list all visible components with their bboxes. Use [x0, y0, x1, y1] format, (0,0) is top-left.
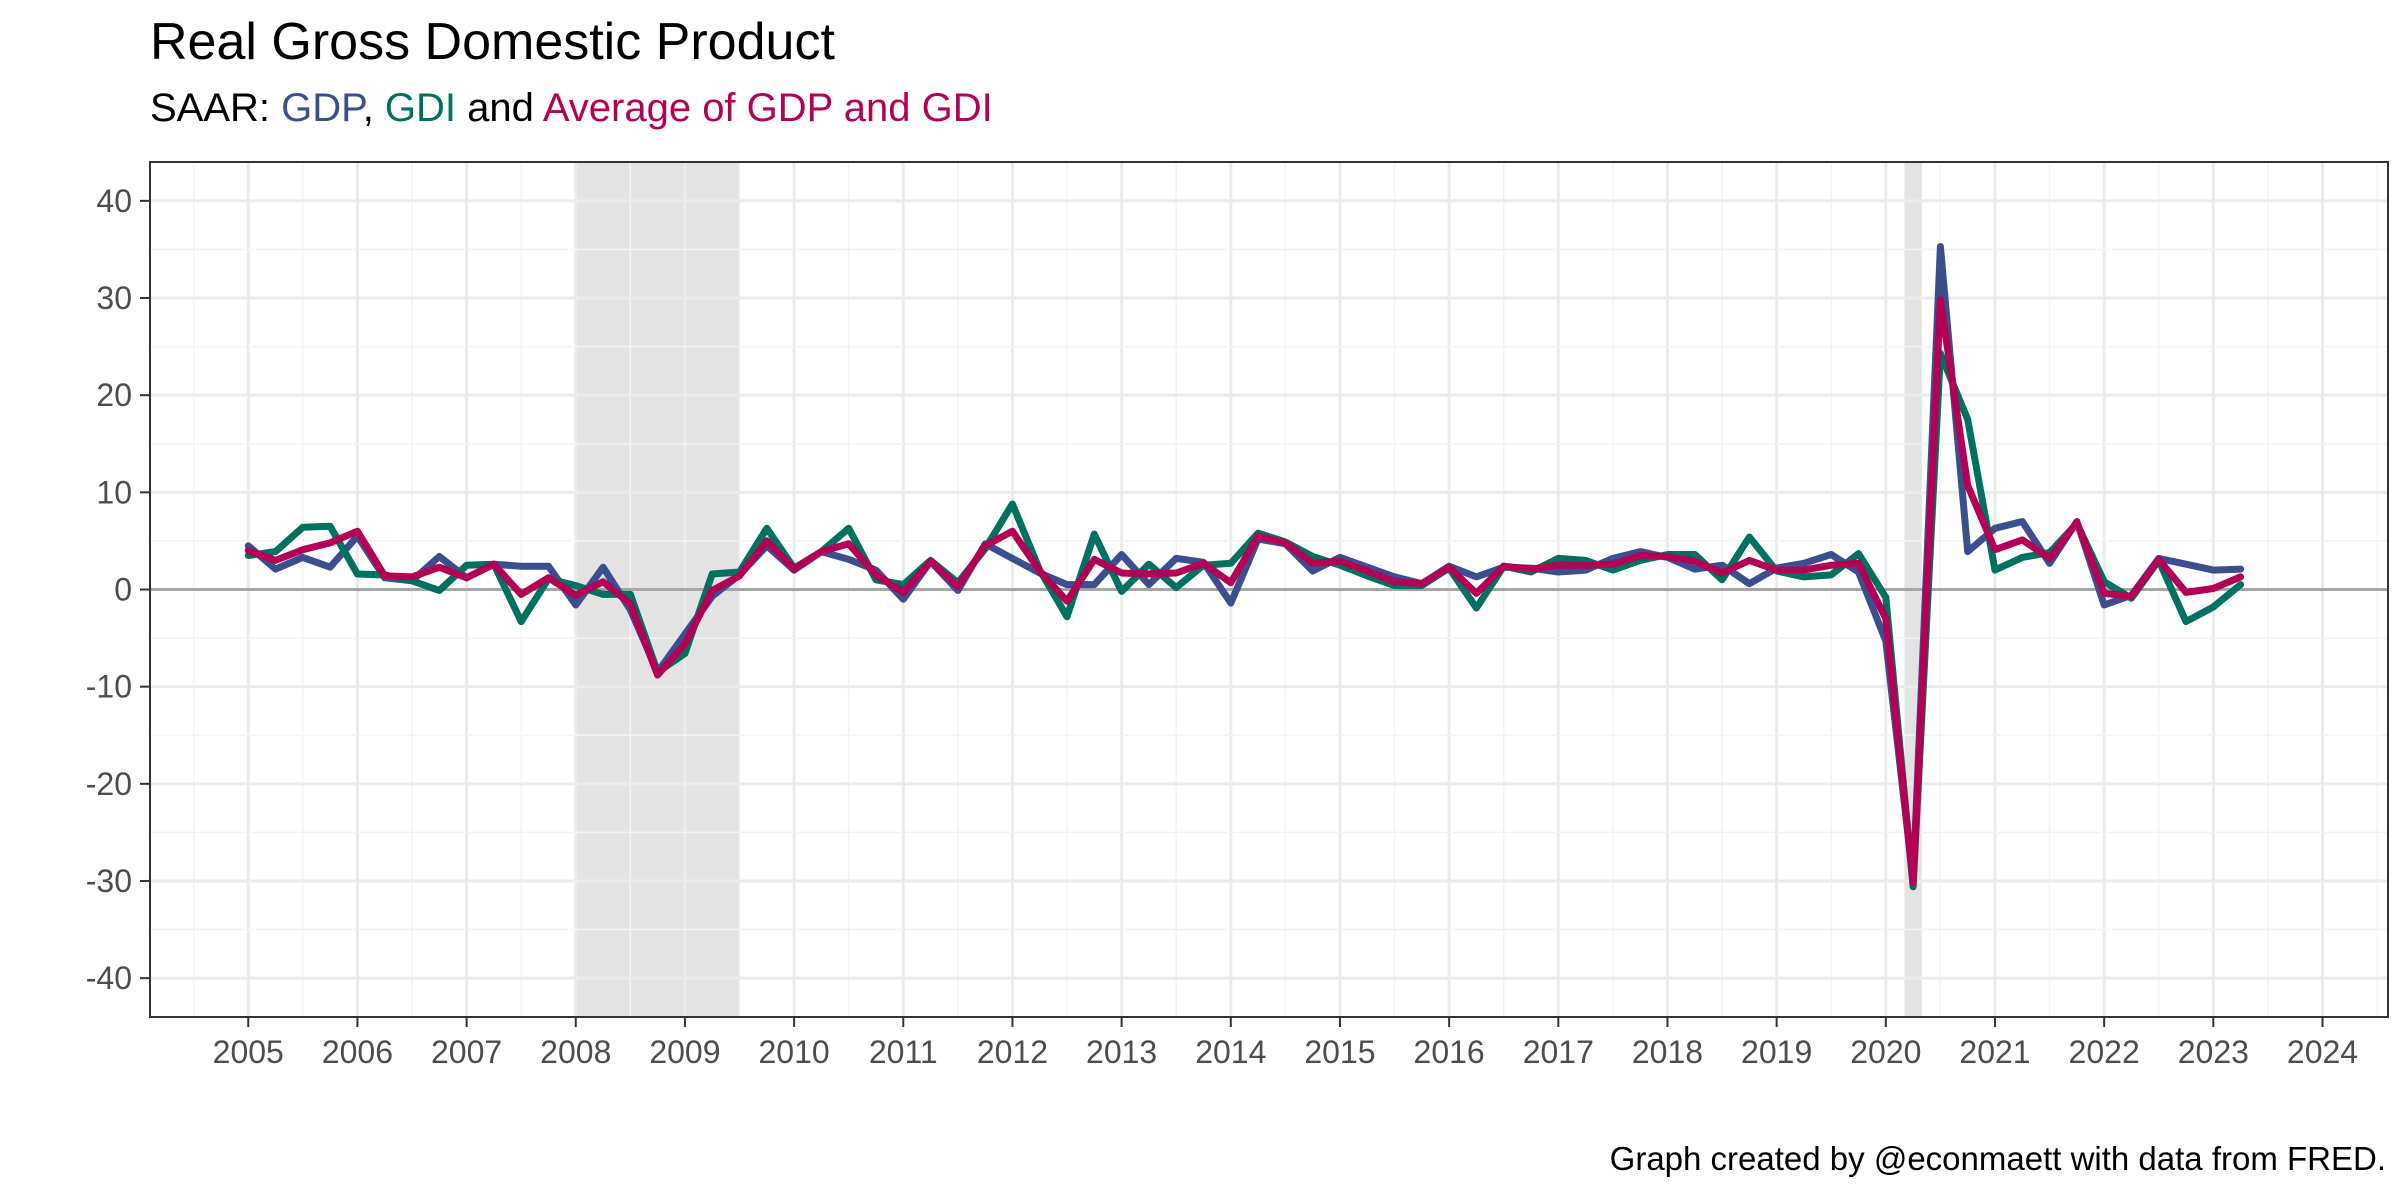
x-tick-label: 2021	[1959, 1034, 2030, 1070]
x-tick-label: 2010	[759, 1034, 830, 1070]
axis-ticks: 2005 2006 2007 2008 2009 2010 2011 2012 2013 2014…	[86, 183, 2358, 1070]
y-tick-label: 40	[96, 183, 132, 219]
x-tick-label: 2017	[1523, 1034, 1594, 1070]
series-lines	[244, 243, 2245, 891]
subtitle-prefix: SAAR:	[150, 86, 282, 130]
x-tick-label: 2019	[1741, 1034, 1812, 1070]
x-tick-label: 2016	[1414, 1034, 1485, 1070]
x-tick-label: 2011	[869, 1034, 938, 1070]
y-tick-label: 30	[96, 280, 132, 316]
series-line-gdi	[244, 349, 2245, 891]
x-tick-label: 2008	[540, 1034, 611, 1070]
x-tick-label: 2012	[977, 1034, 1048, 1070]
subtitle-gdp-label: GDP	[281, 86, 363, 130]
y-tick-label: -10	[86, 669, 132, 705]
y-tick-label: -40	[86, 960, 132, 996]
caption: Graph created by @econmaett with data fr…	[1609, 1140, 2386, 1177]
x-tick-label: 2024	[2287, 1034, 2358, 1070]
y-tick-label: 20	[96, 377, 132, 413]
x-tick-label: 2018	[1632, 1034, 1703, 1070]
x-tick-label: 2014	[1195, 1034, 1266, 1070]
subtitle-gdi-label: GDI	[384, 86, 457, 130]
series-line-avg	[244, 296, 2245, 887]
y-tick-label: 10	[96, 474, 132, 510]
x-tick-label: 2009	[649, 1034, 720, 1070]
subtitle-separator: ,	[362, 86, 385, 130]
y-tick-label: 0	[114, 572, 132, 608]
y-tick-label: -20	[86, 766, 132, 802]
x-tick-label: 2020	[1850, 1034, 1921, 1070]
y-tick-label: -30	[86, 863, 132, 899]
chart-title: Real Gross Domestic Product	[150, 13, 835, 71]
x-tick-label: 2006	[322, 1034, 393, 1070]
x-tick-label: 2013	[1086, 1034, 1157, 1070]
x-tick-label: 2023	[2178, 1034, 2249, 1070]
x-tick-label: 2005	[213, 1034, 284, 1070]
subtitle-avg-label: Average of GDP and GDI	[542, 86, 993, 130]
x-tick-label: 2022	[2069, 1034, 2140, 1070]
x-tick-label: 2007	[431, 1034, 502, 1070]
chart-subtitle: SAAR: GDP, GDI and Average of GDP and GD…	[150, 86, 993, 131]
subtitle-and: and	[456, 86, 543, 130]
x-tick-label: 2015	[1304, 1034, 1375, 1070]
